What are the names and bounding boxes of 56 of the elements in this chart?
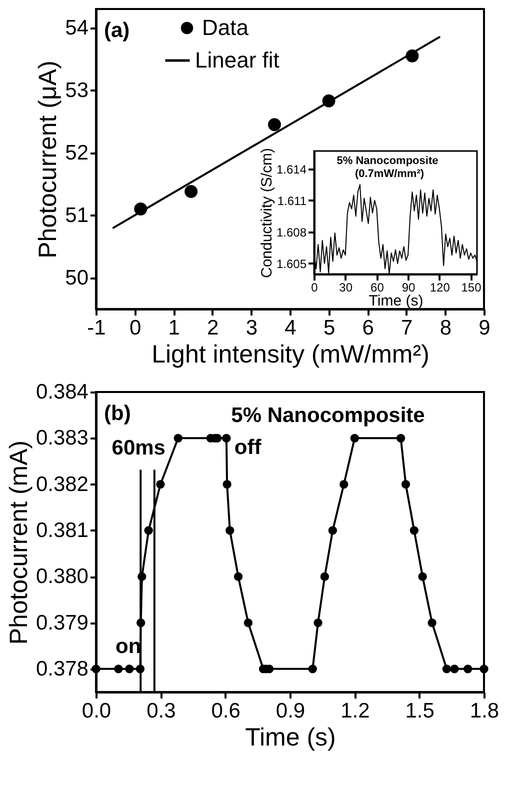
x-tick-label: 1.2 xyxy=(340,700,370,722)
legend-label: Data xyxy=(202,15,250,40)
x-axis-title: Time (s) xyxy=(368,292,424,310)
x-tick-label: 90 xyxy=(402,280,416,294)
y-tick-label: 0.384 xyxy=(36,380,89,404)
y-tick-label: 1.614 xyxy=(276,162,307,176)
x-tick-label: 4 xyxy=(284,316,297,340)
y-axis-title: Photocurrent (mA) xyxy=(4,440,33,645)
chart-title: 5% Nanocomposite xyxy=(336,155,438,167)
x-tick-label: 7 xyxy=(401,316,413,340)
y-tick-label: 51 xyxy=(65,204,88,227)
x-tick-label: 0.6 xyxy=(211,700,240,722)
annotation: (a) xyxy=(104,19,130,42)
x-tick-label: -1 xyxy=(87,316,106,340)
y-axis-title: Conductivity (S/cm) xyxy=(258,148,276,278)
x-tick-label: 0.3 xyxy=(146,700,176,722)
y-tick-label: 50 xyxy=(65,266,88,290)
text: (0.7mW/mm²) xyxy=(354,168,424,180)
y-tick-label: 54 xyxy=(65,16,89,40)
x-tick-label: 120 xyxy=(430,280,450,294)
x-tick-label: 1.5 xyxy=(405,700,434,722)
y-tick-label: 53 xyxy=(65,78,88,102)
y-tick-label: 0.382 xyxy=(36,472,88,496)
x-tick-label: 60 xyxy=(370,280,384,294)
annotation: on xyxy=(116,634,142,658)
x-axis-title: Time (s) xyxy=(245,724,336,752)
y-tick-label: 1.605 xyxy=(276,256,307,271)
x-tick-label: 2 xyxy=(207,316,219,340)
y-tick-label: 0.379 xyxy=(36,611,88,634)
x-tick-label: 5 xyxy=(323,316,336,340)
annotation: 5% Nanocomposite xyxy=(231,404,425,427)
x-axis-title: Light intensity (mW/mm²) xyxy=(152,340,430,368)
y-tick-label: 0.380 xyxy=(36,565,88,588)
x-tick-label: 0.0 xyxy=(82,700,112,722)
x-tick-label: 150 xyxy=(461,280,482,294)
annotation: 60ms xyxy=(112,436,166,460)
x-tick-label: 1.8 xyxy=(470,700,500,722)
y-axis-title: Photocurrent (μA) xyxy=(34,60,62,258)
y-tick-label: 0.378 xyxy=(36,657,88,680)
y-tick-label: 0.383 xyxy=(36,426,88,450)
x-tick-label: 3 xyxy=(246,316,258,340)
x-tick-label: 9 xyxy=(478,316,490,340)
y-tick-label: 52 xyxy=(65,141,88,164)
x-tick-label: 8 xyxy=(440,316,452,340)
y-tick-label: 1.608 xyxy=(276,225,307,240)
y-tick-label: 1.611 xyxy=(277,194,307,208)
x-tick-label: 0.9 xyxy=(276,700,306,722)
x-tick-label: 0 xyxy=(129,316,142,340)
x-tick-label: 30 xyxy=(339,280,353,294)
annotation: (b) xyxy=(104,402,131,425)
x-tick-label: 1 xyxy=(168,316,180,340)
y-tick-label: 0.381 xyxy=(36,518,88,542)
annotation: off xyxy=(234,436,262,460)
legend-label: Linear fit xyxy=(195,48,280,72)
x-tick-label: 0 xyxy=(311,280,318,294)
x-tick-label: 6 xyxy=(362,316,374,340)
